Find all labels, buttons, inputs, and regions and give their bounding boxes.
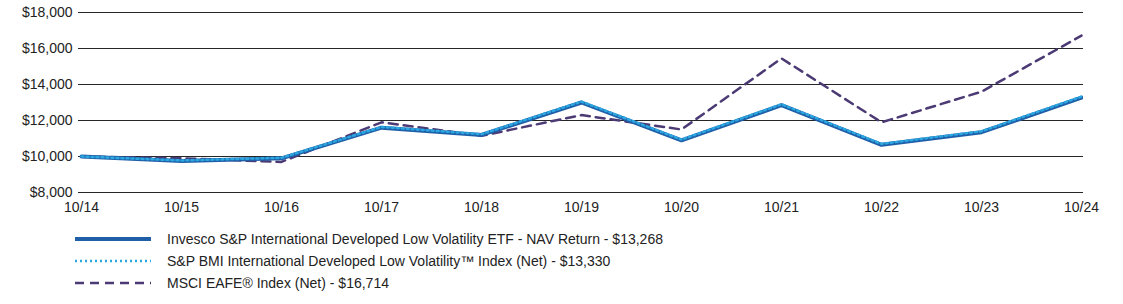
- svg-text:$12,000: $12,000: [22, 112, 73, 128]
- html-text:MSCI EAFE® Index (Net) - $16,7: MSCI EAFE® Index (Net) - $16,714: [167, 275, 389, 291]
- svg-text:$14,000: $14,000: [22, 76, 73, 92]
- svg-text:10/21: 10/21: [764, 199, 799, 215]
- html-text:S&P BMI International Develope: S&P BMI International Developed Low Vola…: [167, 253, 611, 269]
- svg-text:10/20: 10/20: [664, 199, 699, 215]
- html-text:Invesco S&P International Deve: Invesco S&P International Developed Low …: [167, 231, 663, 247]
- svg-text:10/16: 10/16: [264, 199, 299, 215]
- svg-text:10/19: 10/19: [564, 199, 599, 215]
- svg-text:10/24: 10/24: [1064, 199, 1099, 215]
- svg-text:10/23: 10/23: [964, 199, 999, 215]
- svg-text:10/14: 10/14: [64, 199, 99, 215]
- svg-text:10/17: 10/17: [364, 199, 399, 215]
- svg-text:$10,000: $10,000: [22, 148, 73, 164]
- svg-text:$8,000: $8,000: [30, 184, 73, 200]
- svg-text:10/22: 10/22: [864, 199, 899, 215]
- svg-text:$16,000: $16,000: [22, 40, 73, 56]
- svg-text:$18,000: $18,000: [22, 4, 73, 20]
- svg-text:10/15: 10/15: [164, 199, 199, 215]
- svg-text:10/18: 10/18: [464, 199, 499, 215]
